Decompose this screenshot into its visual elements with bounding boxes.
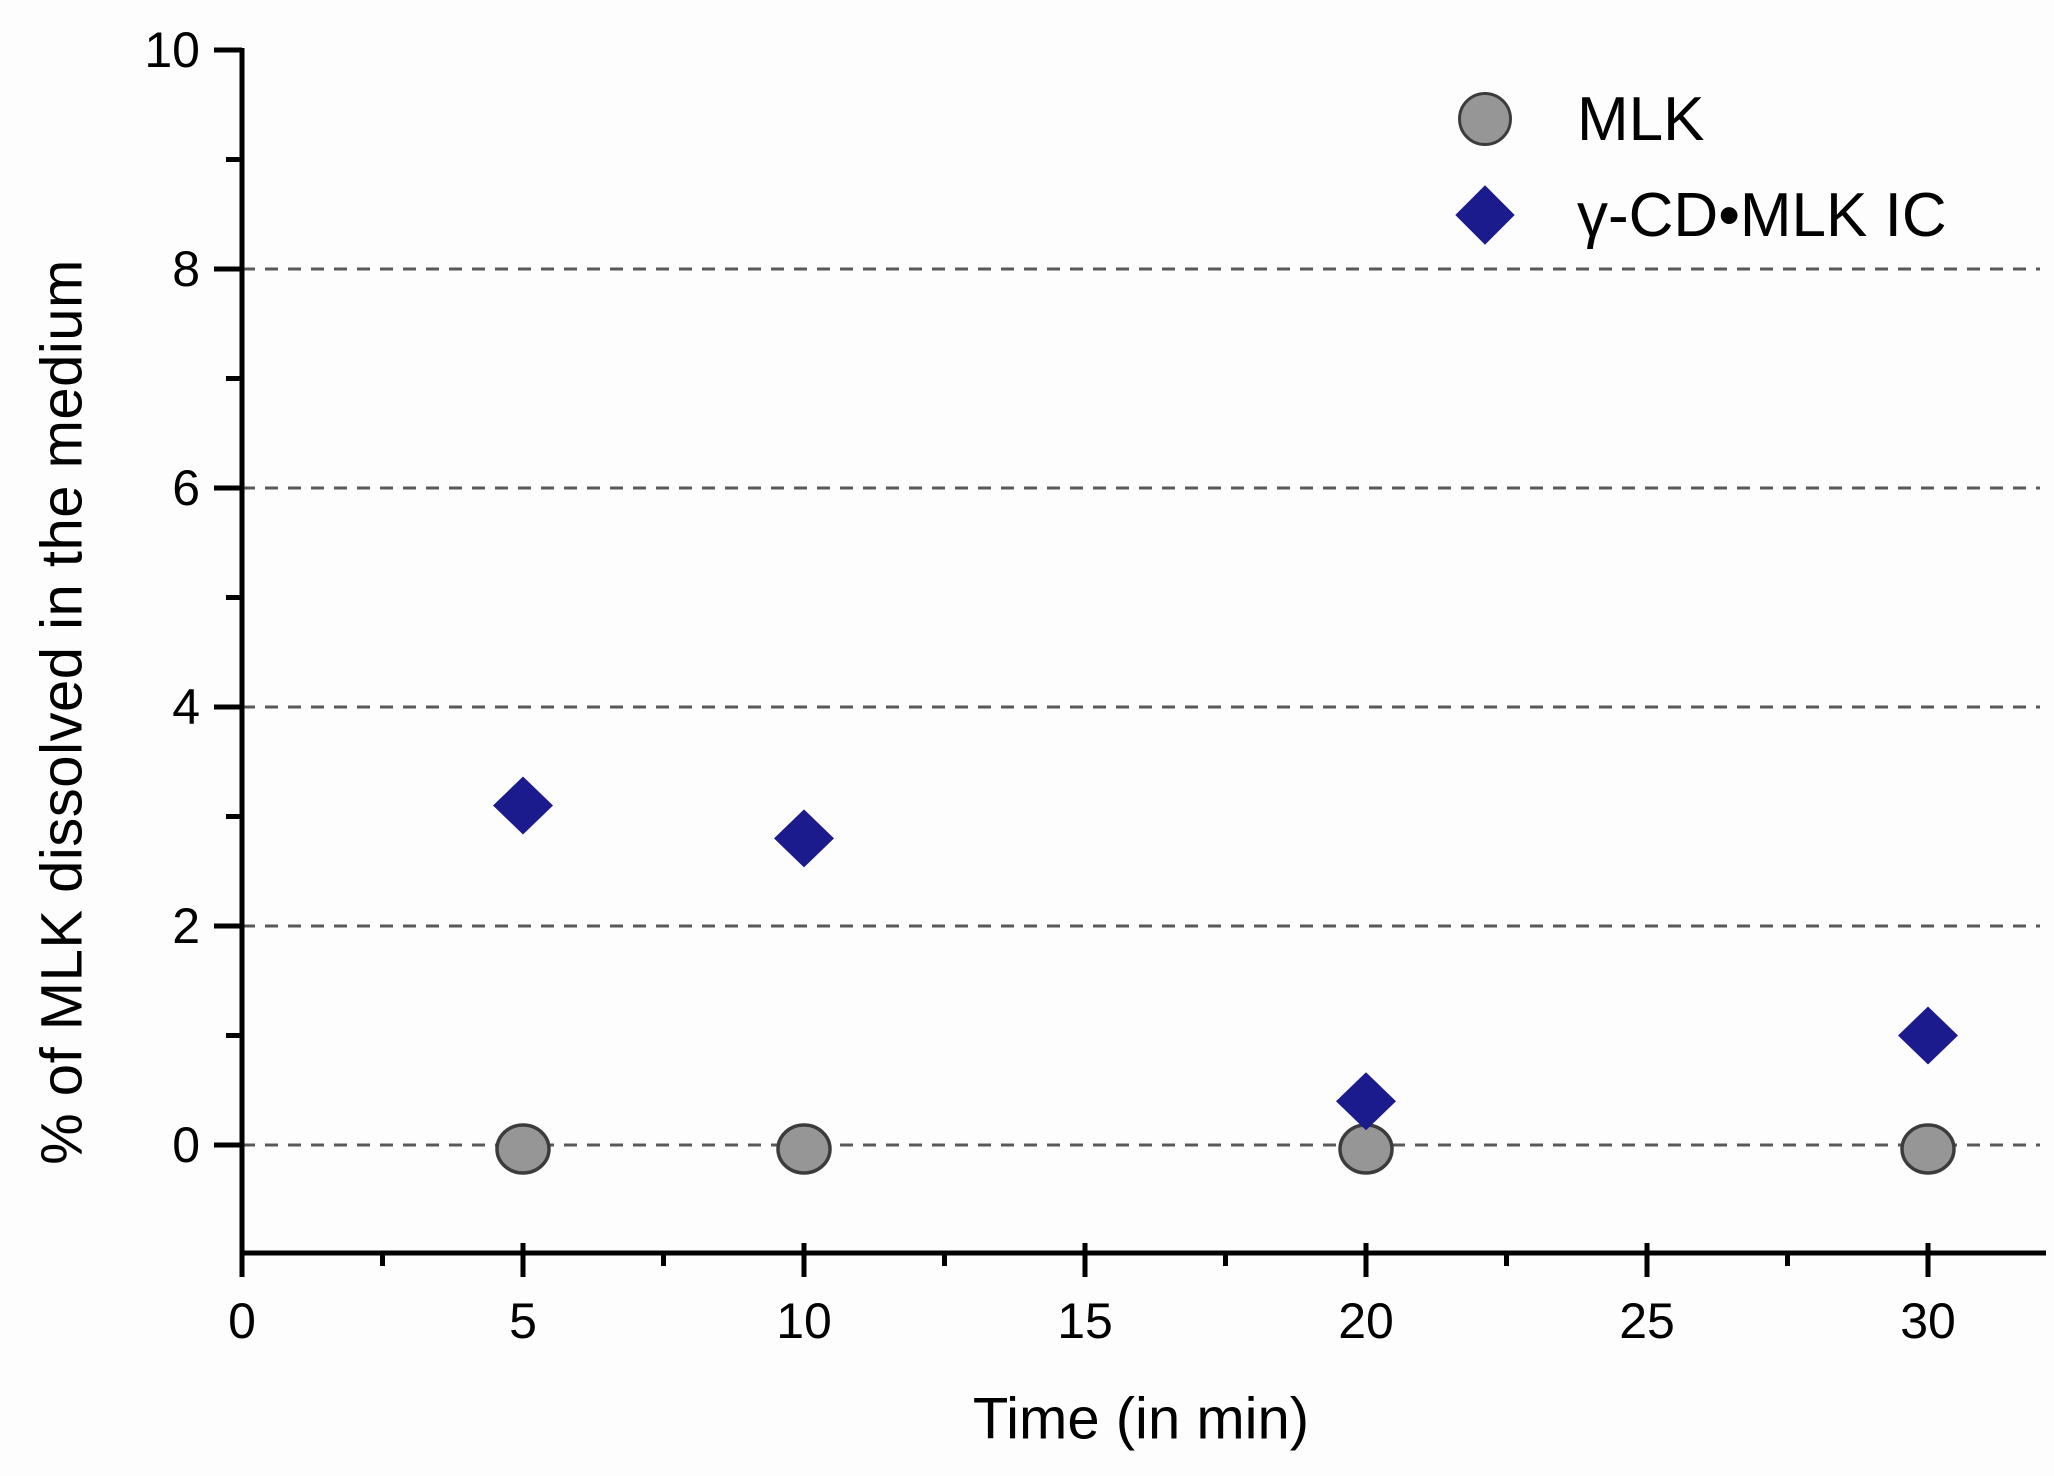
data-point-circle — [1338, 1123, 1394, 1175]
x-axis-title: Time (in min) — [972, 1386, 1310, 1452]
data-point-diamond — [493, 776, 553, 835]
x-tick-label: 25 — [1619, 1293, 1675, 1349]
legend: MLK γ-CD•MLK IC — [1453, 71, 1947, 263]
data-point-diamond — [774, 809, 834, 868]
x-tick-label: 0 — [228, 1293, 256, 1349]
x-tick-label: 20 — [1338, 1293, 1394, 1349]
y-tick-label: 6 — [172, 460, 200, 516]
y-tick-label: 10 — [144, 22, 200, 78]
x-tick-label: 10 — [776, 1293, 832, 1349]
legend-item-ic: γ-CD•MLK IC — [1453, 167, 1947, 263]
legend-label-ic: γ-CD•MLK IC — [1577, 180, 1947, 250]
circle-marker-icon — [1458, 92, 1512, 146]
data-point-circle — [776, 1123, 832, 1175]
y-axis-title: % of MLK dissolved in the medium — [29, 259, 95, 1165]
x-tick-label: 5 — [509, 1293, 537, 1349]
legend-marker-box — [1453, 92, 1517, 146]
legend-label-mlk: MLK — [1577, 84, 1705, 154]
y-tick-label: 4 — [172, 679, 200, 735]
data-point-diamond — [1336, 1072, 1396, 1131]
y-tick-label: 2 — [172, 898, 200, 954]
x-tick-label: 30 — [1900, 1293, 1956, 1349]
diamond-marker-icon — [1455, 185, 1515, 245]
y-tick-label: 0 — [172, 1117, 200, 1173]
legend-item-mlk: MLK — [1453, 71, 1947, 167]
data-point-circle — [495, 1123, 551, 1175]
y-tick-label: 8 — [172, 241, 200, 297]
legend-marker-box — [1453, 185, 1517, 245]
data-point-diamond — [1898, 1006, 1958, 1065]
data-point-circle — [1900, 1123, 1956, 1175]
x-tick-label: 15 — [1057, 1293, 1113, 1349]
